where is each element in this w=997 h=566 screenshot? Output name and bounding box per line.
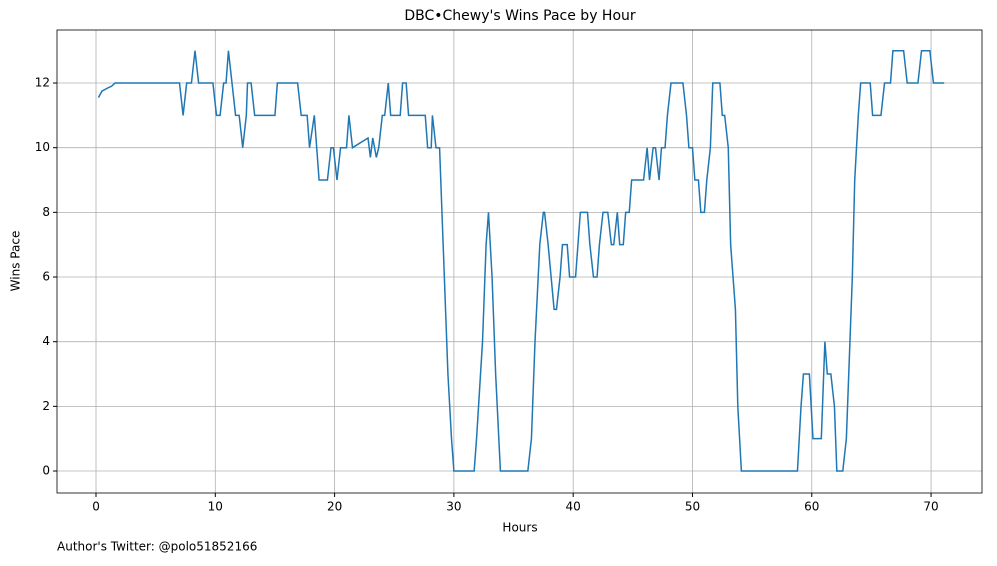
x-axis-label: Hours [502, 521, 537, 535]
x-tick-label: 50 [685, 500, 700, 514]
x-tick-label: 20 [327, 500, 342, 514]
x-tick-label: 30 [446, 500, 461, 514]
y-tick-label: 12 [35, 76, 50, 90]
y-tick-label: 0 [42, 464, 50, 478]
y-tick-label: 8 [42, 205, 50, 219]
data-line [97, 49, 945, 472]
x-tick-label: 60 [804, 500, 819, 514]
chart-title: DBC•Chewy's Wins Pace by Hour [404, 8, 636, 24]
footnote: Author's Twitter: @polo51852166 [57, 540, 257, 554]
x-tick-label: 0 [92, 500, 100, 514]
plot-frame [56, 29, 983, 494]
y-axis-label: Wins Pace [9, 231, 23, 292]
x-tick-label: 70 [923, 500, 938, 514]
x-tick-label: 40 [566, 500, 581, 514]
y-tick-label: 4 [42, 334, 50, 348]
y-tick-label: 6 [42, 270, 50, 284]
x-tick-label: 10 [208, 500, 223, 514]
y-tick-label: 10 [35, 140, 50, 154]
y-tick-label: 2 [42, 399, 50, 413]
